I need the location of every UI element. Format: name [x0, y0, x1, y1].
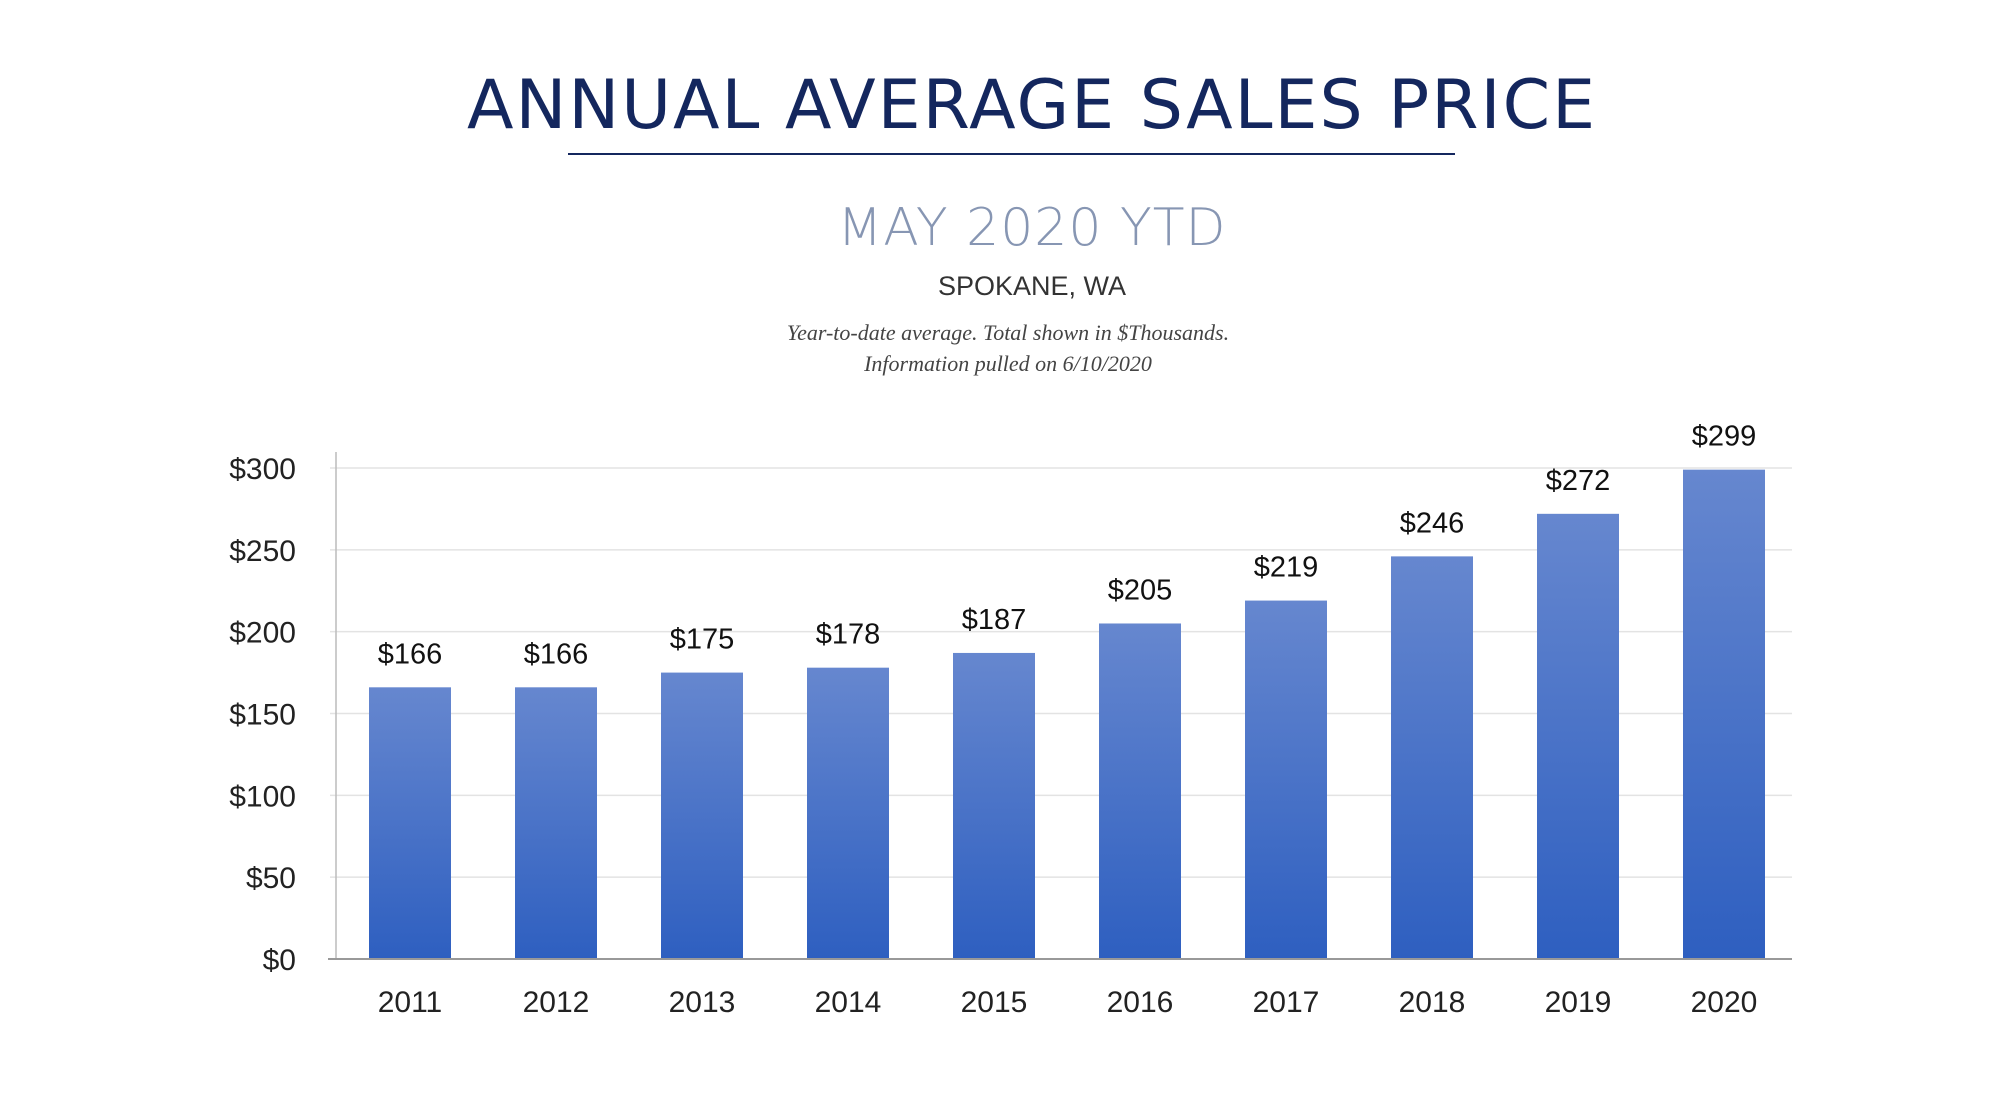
x-tick-label: 2020 [1691, 986, 1758, 1019]
bar-2020 [1683, 469, 1765, 959]
x-tick-label: 2017 [1253, 986, 1320, 1019]
y-tick-label: $250 [229, 535, 296, 568]
data-label: $205 [1108, 574, 1173, 606]
bar-2017 [1245, 600, 1327, 959]
note-line-1: Year-to-date average. Total shown in $Th… [786, 320, 1230, 345]
y-tick-label: $150 [229, 699, 296, 732]
data-label: $272 [1546, 465, 1611, 497]
bar-2012 [515, 687, 597, 959]
y-tick-label: $50 [246, 862, 296, 895]
y-tick-label: $0 [263, 944, 296, 977]
x-tick-label: 2011 [378, 986, 443, 1019]
chart-subtitle: MAY 2020 YTD [837, 198, 1227, 258]
data-label: $219 [1254, 552, 1319, 584]
data-label: $178 [816, 619, 881, 651]
title-underline [568, 153, 1455, 155]
data-label: $299 [1692, 421, 1757, 453]
data-label: $166 [524, 638, 589, 670]
note-line-2: Information pulled on 6/10/2020 [864, 351, 1152, 376]
bar-2011 [369, 687, 451, 959]
bar-2013 [661, 672, 743, 959]
y-tick-label: $200 [229, 617, 296, 650]
chart-title: ANNUAL AVERAGE SALES PRICE [466, 66, 1598, 145]
x-tick-label: 2012 [523, 986, 590, 1019]
x-tick-label: 2015 [961, 986, 1028, 1019]
bar-2015 [953, 652, 1035, 959]
x-tick-label: 2014 [815, 986, 882, 1019]
x-tick-label: 2019 [1545, 986, 1612, 1019]
bar-2014 [807, 667, 889, 959]
data-label: $246 [1400, 507, 1465, 539]
x-tick-label: 2016 [1107, 986, 1174, 1019]
bar-2018 [1391, 556, 1473, 959]
y-tick-label: $300 [229, 453, 296, 486]
y-tick-label: $100 [229, 780, 296, 813]
data-label: $175 [670, 624, 735, 656]
bar-2016 [1099, 623, 1181, 959]
x-tick-label: 2013 [669, 986, 736, 1019]
location-label: SPOKANE, WA [937, 271, 1127, 301]
x-tick-label: 2018 [1399, 986, 1466, 1019]
bar-2019 [1537, 513, 1619, 959]
data-label: $166 [378, 638, 443, 670]
data-label: $187 [962, 604, 1027, 636]
